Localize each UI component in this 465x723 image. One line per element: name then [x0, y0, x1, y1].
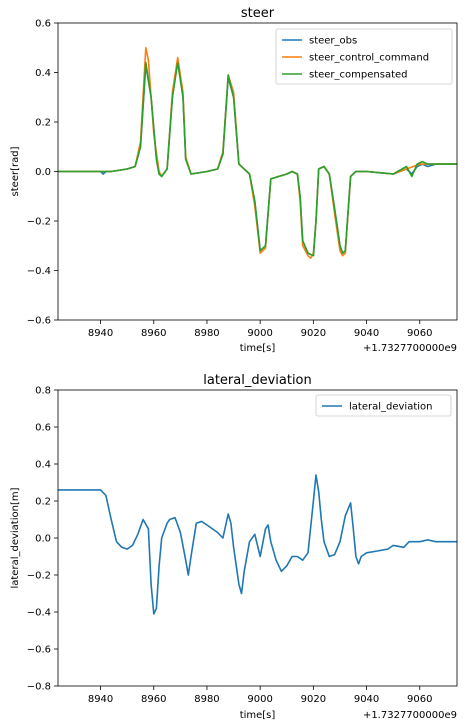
y-tick-label: −0.4: [27, 266, 51, 277]
x-offset-label: +1.7327700000e9: [363, 710, 457, 721]
x-tick-label: 9060: [407, 328, 432, 339]
x-axis-label: time[s]: [240, 343, 276, 354]
x-tick-label: 8980: [194, 694, 219, 705]
x-tick-label: 9020: [301, 328, 326, 339]
y-tick-label: −0.8: [27, 682, 51, 693]
legend-frame: [275, 28, 453, 85]
series-group: [58, 46, 457, 259]
y-tick-label: −0.2: [27, 571, 51, 582]
y-tick-label: 0.6: [35, 19, 51, 30]
series-line-lateral-deviation: [58, 474, 457, 615]
series-group: [58, 474, 457, 615]
y-tick-label: 0.0: [35, 534, 51, 545]
chart-title: steer: [241, 6, 275, 21]
y-tick-label: −0.4: [27, 608, 51, 619]
y-tick-label: 0.2: [35, 497, 51, 508]
x-tick-label: 8960: [141, 328, 166, 339]
axes-frame: [57, 389, 458, 687]
series-line-steer-compensated: [58, 61, 457, 257]
y-tick-label: 0.4: [35, 68, 51, 79]
legend-frame: [315, 394, 452, 417]
x-tick-label: 8960: [141, 694, 166, 705]
x-tick-label: 8940: [88, 694, 113, 705]
x-tick-label: 9000: [247, 328, 272, 339]
legend-label: lateral_deviation: [349, 402, 432, 413]
y-axis-label: steer[rad]: [10, 146, 21, 196]
steer-plot: steer 8940 8960 8980 9000 9020 9040 9060 −0.6 −0.…: [10, 6, 458, 354]
legend-label: steer_control_command: [309, 53, 429, 64]
y-tick-label: 0.2: [35, 118, 51, 129]
x-tick-label: 9020: [301, 694, 326, 705]
y-tick-label: 0.8: [35, 386, 51, 397]
legend: steer_obs steer_control_command steer_comp…: [275, 28, 453, 85]
legend-label: steer_compensated: [309, 70, 408, 81]
x-tick-label: 9060: [407, 694, 432, 705]
lateral-deviation-plot: lateral_deviation 8940 8960 8980 9000 9020 904…: [10, 373, 458, 721]
x-tick-label: 9000: [247, 694, 272, 705]
x-tick-label: 8980: [194, 328, 219, 339]
x-offset-label: +1.7327700000e9: [363, 343, 457, 354]
y-tick-label: 0.0: [35, 167, 51, 178]
x-tick-label: 8940: [88, 328, 113, 339]
legend: lateral_deviation: [315, 394, 452, 417]
y-tick-label: −0.6: [27, 316, 51, 327]
y-tick-label: −0.2: [27, 217, 51, 228]
y-tick-label: 0.6: [35, 423, 51, 434]
y-tick-label: 0.4: [35, 460, 51, 471]
chart-title: lateral_deviation: [203, 373, 312, 388]
x-axis-label: time[s]: [240, 710, 276, 721]
y-tick-label: −0.6: [27, 645, 51, 656]
x-tick-label: 9040: [354, 694, 379, 705]
y-axis-label: lateral_deviation[m]: [10, 487, 21, 588]
legend-label: steer_obs: [309, 36, 357, 47]
x-tick-label: 9040: [354, 328, 379, 339]
